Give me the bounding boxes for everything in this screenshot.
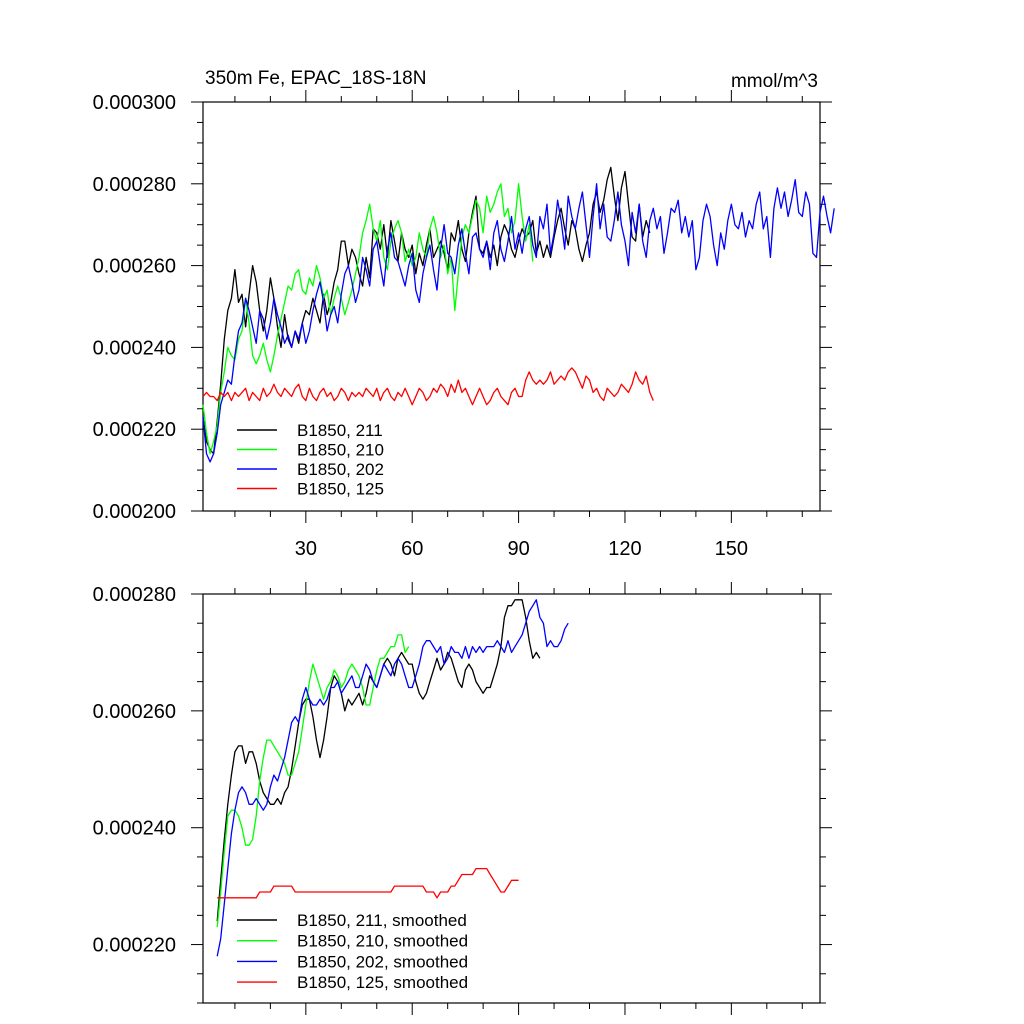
legend-label: B1850, 210 [297,441,384,460]
series-line-4 [202,367,654,406]
y-tick-label: 0.000240 [93,337,176,359]
legend-label: B1850, 211, smoothed [297,911,467,930]
legend-label: B1850, 202, smoothed [297,952,468,971]
y-tick-label: 0.000220 [93,935,176,957]
legend-label: B1850, 202 [297,460,384,479]
legend-label: B1850, 210, smoothed [297,932,468,951]
y-tick-label: 0.000300 [93,92,176,114]
top-chart-title: 350m Fe, EPAC_18S-18N [205,68,426,89]
series-line-1 [202,166,651,455]
x-tick-label: 120 [608,538,641,560]
x-tick-label: 60 [401,538,423,560]
y-tick-label: 0.000260 [93,256,176,278]
series-line-3 [202,179,835,463]
y-tick-label: 0.000280 [93,174,176,196]
series-line-4 [217,867,519,899]
x-tick-label: 30 [295,538,317,560]
x-tick-label: 150 [715,538,748,560]
top-plot-frame [202,101,821,512]
series-line-2 [216,634,410,928]
y-tick-label: 0.000220 [93,419,176,441]
y-tick-label: 0.000200 [93,501,176,523]
series-line-1 [216,599,541,922]
bottom-plot-frame [202,593,821,1004]
bottom-panel: 0.000220 0.000240 0.000260 0.000280 B1850, … [93,582,832,1015]
y-tick-label: 0.000280 [93,584,176,606]
top-chart-units: mmol/m^3 [731,71,818,92]
top-panel: 350m Fe, EPAC_18S-18N mmol/m^3 30 60 90 120… [93,68,835,560]
series-line-2 [202,183,534,455]
legend-label: B1850, 125 [297,480,384,499]
series-line-3 [216,599,569,957]
x-tick-label: 90 [507,538,529,560]
y-tick-label: 0.000260 [93,701,176,723]
legend-label: B1850, 125, smoothed [297,973,468,992]
legend-label: B1850, 211 [297,421,383,440]
y-tick-label: 0.000240 [93,818,176,840]
